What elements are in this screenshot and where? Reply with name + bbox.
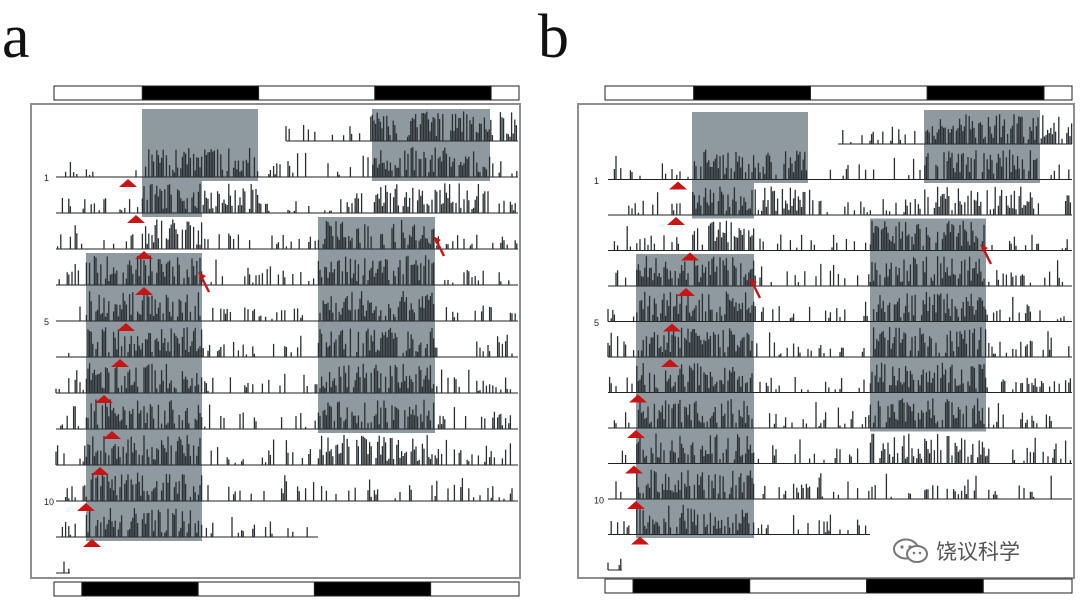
- onset-arrowhead: [625, 465, 643, 474]
- activity-trace: [842, 114, 1073, 144]
- day-label: 1: [44, 173, 49, 183]
- day-label: 1: [594, 176, 599, 186]
- light-phase-segment: [749, 578, 868, 594]
- plot-frame: [30, 103, 521, 579]
- activity-trace: [615, 469, 1052, 499]
- light-phase-segment: [604, 578, 634, 594]
- light-phase-segment: [197, 581, 315, 597]
- light-phase-segment: [53, 581, 83, 597]
- light-phase-segment: [53, 85, 143, 101]
- activity-trace: [60, 399, 512, 429]
- watermark: 饶议科学: [892, 536, 1020, 566]
- activity-trace: [79, 291, 516, 321]
- onset-arrowhead: [631, 536, 649, 545]
- day-label: 10: [44, 497, 54, 507]
- onset-arrowhead: [135, 287, 153, 295]
- light-phase-segment: [258, 85, 376, 101]
- activity-trace: [285, 111, 518, 141]
- onset-arrowhead: [83, 539, 101, 547]
- activity-trace: [607, 327, 1070, 357]
- onset-arrowhead: [95, 395, 113, 403]
- onset-arrowhead: [663, 323, 681, 332]
- activity-trace: [58, 255, 510, 285]
- light-phase-segment: [809, 85, 928, 101]
- light-dark-bar-top: [604, 85, 1073, 101]
- shaded-interval: [870, 218, 986, 432]
- light-dark-bar-top: [53, 85, 520, 101]
- dark-phase-segment: [866, 578, 984, 594]
- activity-trace: [613, 149, 1070, 180]
- activity-trace: [64, 472, 513, 501]
- shaded-interval: [142, 109, 258, 145]
- panel-label-a: a: [2, 3, 30, 71]
- dark-phase-segment: [313, 581, 432, 597]
- dark-phase-segment: [693, 85, 811, 101]
- watermark-text: 饶议科学: [936, 540, 1020, 564]
- onset-arrowhead: [119, 179, 137, 187]
- dark-phase-segment: [81, 581, 199, 597]
- onset-arrowhead: [111, 359, 129, 367]
- activity-trace: [608, 362, 1072, 393]
- dark-phase-segment: [141, 85, 260, 101]
- onset-arrowhead: [91, 467, 109, 475]
- onset-arrowhead: [627, 501, 645, 509]
- light-dark-bar-bottom: [53, 581, 520, 597]
- shaded-interval: [318, 217, 435, 433]
- day-label: 5: [44, 317, 49, 327]
- onset-arrowhead: [661, 359, 679, 367]
- onset-arrowhead: [629, 394, 647, 403]
- activity-trace: [610, 504, 867, 535]
- dark-phase-segment: [374, 85, 492, 101]
- offset-arrow: [749, 278, 762, 299]
- shaded-interval: [692, 112, 808, 148]
- activity-trace: [55, 363, 512, 393]
- onset-arrowhead: [669, 181, 687, 190]
- day-label: 5: [594, 318, 599, 328]
- light-phase-segment: [982, 578, 1073, 594]
- panel-label-b: b: [538, 3, 569, 71]
- onset-arrowhead: [677, 288, 695, 296]
- activity-trace: [613, 220, 1068, 251]
- activity-trace: [613, 398, 1052, 428]
- onset-arrowhead: [627, 430, 645, 438]
- light-dark-bar-bottom: [604, 578, 1073, 594]
- wechat-icon: [893, 538, 928, 563]
- onset-arrowhead: [135, 251, 153, 259]
- onset-arrowhead: [77, 503, 95, 511]
- offset-arrow: [433, 236, 446, 257]
- activity-trace: [628, 186, 1072, 215]
- activity-trace: [615, 256, 1064, 286]
- activity-trace: [68, 327, 513, 357]
- activity-trace: [56, 219, 518, 249]
- dark-phase-segment: [632, 578, 751, 594]
- dark-phase-segment: [926, 85, 1045, 101]
- activity-trace: [64, 147, 518, 177]
- offset-arrow: [198, 272, 211, 293]
- light-phase-segment: [1043, 85, 1073, 101]
- activity-trace: [63, 561, 70, 573]
- onset-arrowhead: [127, 215, 145, 223]
- activity-trace: [61, 183, 516, 213]
- activity-trace: [61, 507, 308, 537]
- onset-arrowhead: [667, 217, 685, 225]
- plot-frame: [577, 103, 1075, 579]
- activity-trace: [55, 435, 512, 465]
- light-phase-segment: [604, 85, 695, 101]
- offset-arrow: [980, 244, 993, 265]
- activity-trace: [607, 558, 622, 570]
- onset-arrowhead: [117, 323, 135, 331]
- onset-arrowhead: [103, 431, 121, 439]
- activity-trace: [607, 291, 1065, 322]
- day-label: 10: [594, 496, 604, 506]
- light-phase-segment: [430, 581, 520, 597]
- light-phase-segment: [490, 85, 520, 101]
- onset-arrowhead: [681, 252, 699, 261]
- activity-trace: [621, 433, 1072, 464]
